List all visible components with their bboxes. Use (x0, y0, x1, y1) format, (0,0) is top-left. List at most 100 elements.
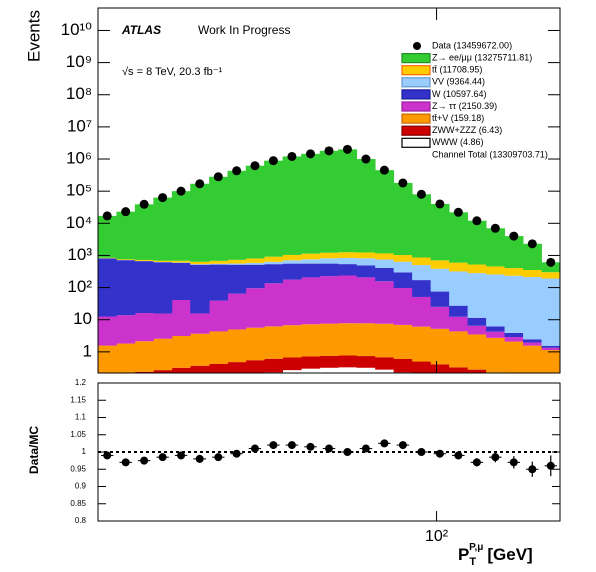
stack-segment (282, 357, 302, 371)
stack-segment (505, 375, 524, 401)
stack-segment (153, 338, 173, 371)
stack-segment (412, 361, 432, 373)
stack-segment (245, 262, 265, 265)
data-point (379, 165, 389, 175)
stack-segment (190, 183, 210, 262)
stack-segment (449, 331, 469, 368)
data-point (453, 207, 463, 217)
ratio-axis-label: Data/MC (27, 426, 41, 474)
stack-segment (541, 262, 560, 273)
legend-marker (413, 42, 421, 50)
ratio-point (435, 449, 444, 458)
stack-segment (209, 176, 228, 261)
energy-label: √s = 8 TeV, 20.3 fb⁻¹ (122, 66, 223, 78)
legend-label: Data (13459672.00) (432, 40, 512, 50)
legend-swatch (401, 65, 431, 76)
ratio-point (361, 444, 370, 453)
ratio-point (158, 453, 167, 462)
data-point (361, 154, 371, 164)
ratio-point (546, 461, 555, 470)
stack-segment (190, 333, 210, 366)
ratio-y-tick-label: 0.95 (70, 464, 86, 473)
data-point (250, 161, 260, 171)
ratio-point (398, 441, 407, 450)
data-point (472, 216, 482, 226)
y-tick-label: 10⁸ (66, 84, 92, 103)
legend-swatch (401, 113, 431, 124)
stack-segment (227, 329, 247, 363)
data-point (158, 193, 168, 203)
stack-segment (486, 337, 505, 373)
stack-segment (264, 256, 284, 262)
stack-segment (412, 377, 431, 383)
y-tick-label: 10 (73, 309, 92, 328)
y-tick-label: 10⁶ (66, 149, 92, 168)
stack-segment (227, 263, 247, 265)
stack-segment (264, 358, 284, 373)
stack-segment (98, 215, 117, 258)
stack-segment (209, 363, 228, 373)
stack-segment (209, 331, 228, 364)
data-point (490, 223, 500, 233)
stack-segment (356, 159, 376, 253)
stack-segment (393, 182, 413, 256)
x-label-sub: T (469, 556, 476, 568)
stack-segment (449, 316, 469, 332)
stack-segment (523, 339, 542, 343)
ratio-point (287, 441, 296, 450)
stack-segment (209, 300, 228, 332)
data-point (509, 231, 519, 241)
x-tick-label: 10² (425, 528, 449, 545)
stack-segment (449, 305, 469, 317)
x-label-main: P (458, 545, 469, 564)
legend-label: WWW (4.86) (432, 137, 484, 147)
stack (98, 149, 560, 401)
stack-segment (282, 260, 302, 264)
stack-segment (449, 262, 469, 272)
stack-segment (375, 267, 395, 282)
y-tick-label: 10¹⁰ (61, 20, 93, 39)
stack-segment (393, 372, 413, 373)
stack-segment (227, 264, 247, 294)
stack-segment (264, 261, 284, 265)
stack-segment (541, 347, 560, 351)
stack-segment (209, 260, 228, 264)
ratio-point (491, 453, 500, 462)
stack-segment (504, 341, 524, 373)
data-point (416, 189, 426, 199)
stack-segment (282, 254, 302, 261)
ratio-y-tick-label: 0.9 (75, 482, 87, 491)
x-label-sup: P,μ (469, 542, 483, 553)
ratio-y-tick-label: 0.85 (70, 499, 86, 508)
stack-segment (338, 264, 358, 276)
legend-swatch (401, 89, 431, 100)
stack-segment (116, 211, 136, 260)
stack-segment (227, 362, 247, 373)
stack-segment (319, 355, 339, 368)
stack-segment (356, 323, 376, 357)
ratio-point (306, 442, 315, 451)
data-point (324, 146, 334, 156)
legend-label: tt̄ (11708.95) (432, 65, 482, 75)
stack-segment (190, 264, 210, 265)
stack-segment (523, 243, 542, 271)
stack-segment (171, 335, 191, 368)
stack-segment (338, 355, 358, 368)
stack-segment (393, 272, 413, 289)
stack-segment (393, 288, 413, 325)
stack-segment (375, 170, 395, 254)
legend-swatch (401, 101, 431, 112)
stack-segment (523, 345, 542, 373)
stack-segment (282, 279, 302, 326)
y-tick-label: 10⁴ (66, 213, 92, 232)
stack-segment (356, 258, 376, 266)
stack-segment (319, 252, 339, 259)
stack-segment (227, 170, 247, 260)
stack-segment (171, 191, 191, 261)
stack-segment (171, 299, 191, 336)
ratio-y-tick-label: 1 (82, 447, 87, 456)
stack-segment (98, 345, 117, 373)
ratio-y-tick-label: 0.8 (75, 516, 87, 525)
stack-segment (375, 323, 395, 358)
data-point (121, 207, 131, 217)
